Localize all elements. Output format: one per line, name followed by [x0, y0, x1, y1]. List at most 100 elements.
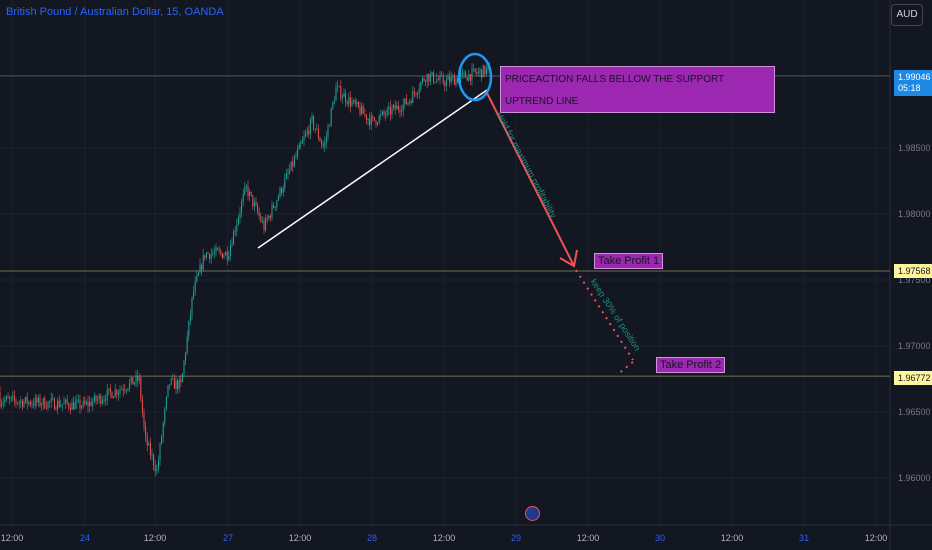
candle-body — [159, 443, 161, 462]
candle-body — [76, 400, 78, 403]
candle-body — [442, 75, 444, 84]
candle-body — [277, 196, 279, 201]
time-tick-label: 12:00 — [143, 533, 167, 543]
candle-body — [343, 93, 345, 98]
candle-body — [2, 402, 4, 404]
candle-body — [359, 107, 361, 115]
time-tick-label: 12:00 — [0, 533, 24, 543]
downtrend-arrow — [486, 92, 575, 267]
currency-button[interactable]: AUD — [891, 4, 923, 26]
candle-body — [273, 205, 275, 208]
candle-body — [199, 264, 201, 273]
take-profit-2-label[interactable]: Take Profit 2 — [656, 357, 726, 373]
candle-body — [108, 388, 110, 390]
candle-countdown: 05:18 — [898, 83, 921, 93]
candle-body — [287, 172, 289, 174]
candle-body — [186, 336, 188, 354]
candle-body — [409, 101, 411, 103]
candle-body — [10, 397, 12, 399]
candle-body — [337, 86, 339, 88]
price-tick-label: 1.98500 — [898, 143, 931, 153]
candle-body — [437, 79, 439, 81]
candle-body — [231, 244, 233, 246]
candle-body — [426, 73, 428, 82]
candle-body — [434, 82, 436, 83]
candle-body — [239, 212, 241, 218]
candle-body — [194, 281, 196, 292]
candle-body — [329, 125, 331, 127]
candle-body — [341, 97, 343, 99]
candle-body — [292, 161, 294, 167]
candle-body — [351, 101, 353, 106]
candle-body — [274, 206, 276, 208]
candle-body — [447, 76, 449, 80]
take-profit-1-label[interactable]: Take Profit 1 — [594, 253, 664, 269]
candle-body — [116, 389, 118, 395]
candle-body — [266, 218, 268, 220]
candle-body — [61, 404, 63, 406]
candle-body — [258, 212, 260, 217]
candle-body — [1, 403, 3, 407]
candle-body — [113, 396, 115, 399]
candle-body — [242, 194, 244, 202]
candle-body — [391, 108, 393, 115]
candle-body — [369, 118, 371, 126]
candle-body — [221, 253, 223, 259]
candle-body — [117, 392, 119, 395]
candle-body — [17, 402, 19, 404]
candle-body — [28, 401, 30, 404]
economic-event-icon[interactable] — [525, 506, 540, 521]
candle-body — [370, 116, 372, 126]
candle-body — [4, 399, 6, 403]
candle-body — [410, 101, 412, 103]
main-annotation[interactable]: PRICEACTION FALLS BELLOW THE SUPPORT UPT… — [500, 66, 775, 129]
candle-body — [482, 65, 484, 78]
candle-body — [316, 128, 318, 130]
candle-body — [421, 78, 423, 83]
breakdown-circle — [457, 52, 493, 102]
candle-body — [396, 105, 398, 110]
candle-body — [260, 216, 262, 222]
candle-body — [82, 400, 84, 407]
candle-body — [84, 400, 86, 404]
candle-body — [397, 105, 399, 110]
candle-body — [439, 75, 441, 80]
candle-body — [201, 264, 203, 270]
candle-body — [151, 454, 153, 456]
candle-body — [191, 297, 193, 315]
candle-body — [423, 78, 425, 81]
symbol-title[interactable]: British Pound / Australian Dollar, 15, O… — [6, 6, 224, 18]
candle-body — [313, 116, 315, 129]
candle-body — [425, 80, 427, 82]
candle-body — [441, 75, 443, 77]
candle-body — [385, 114, 387, 116]
candle-body — [449, 76, 451, 83]
candle-body — [330, 108, 332, 126]
candle-body — [364, 113, 366, 115]
candle-body — [431, 72, 433, 75]
candle-body — [487, 65, 489, 69]
candle-body — [101, 400, 103, 404]
candle-body — [452, 76, 454, 78]
candle-body — [444, 83, 446, 86]
candle-body — [109, 388, 111, 393]
time-tick-label: 29 — [510, 533, 522, 543]
candle-body — [180, 379, 182, 383]
annotation-line-1: PRICEACTION FALLS BELLOW THE SUPPORT UPT… — [505, 74, 724, 107]
candle-body — [261, 221, 263, 223]
candle-body — [45, 407, 47, 409]
candle-body — [325, 136, 327, 143]
candle-body — [415, 93, 417, 95]
candle-body — [404, 98, 406, 104]
candle-body — [476, 71, 478, 74]
candle-body — [87, 402, 89, 407]
candle-body — [445, 79, 447, 86]
candle-body — [265, 218, 267, 231]
candle-body — [183, 361, 185, 374]
candle-body — [389, 106, 391, 115]
candle-body — [293, 157, 295, 167]
candle-body — [178, 379, 180, 390]
candle-body — [138, 377, 140, 381]
candle-body — [153, 454, 155, 466]
